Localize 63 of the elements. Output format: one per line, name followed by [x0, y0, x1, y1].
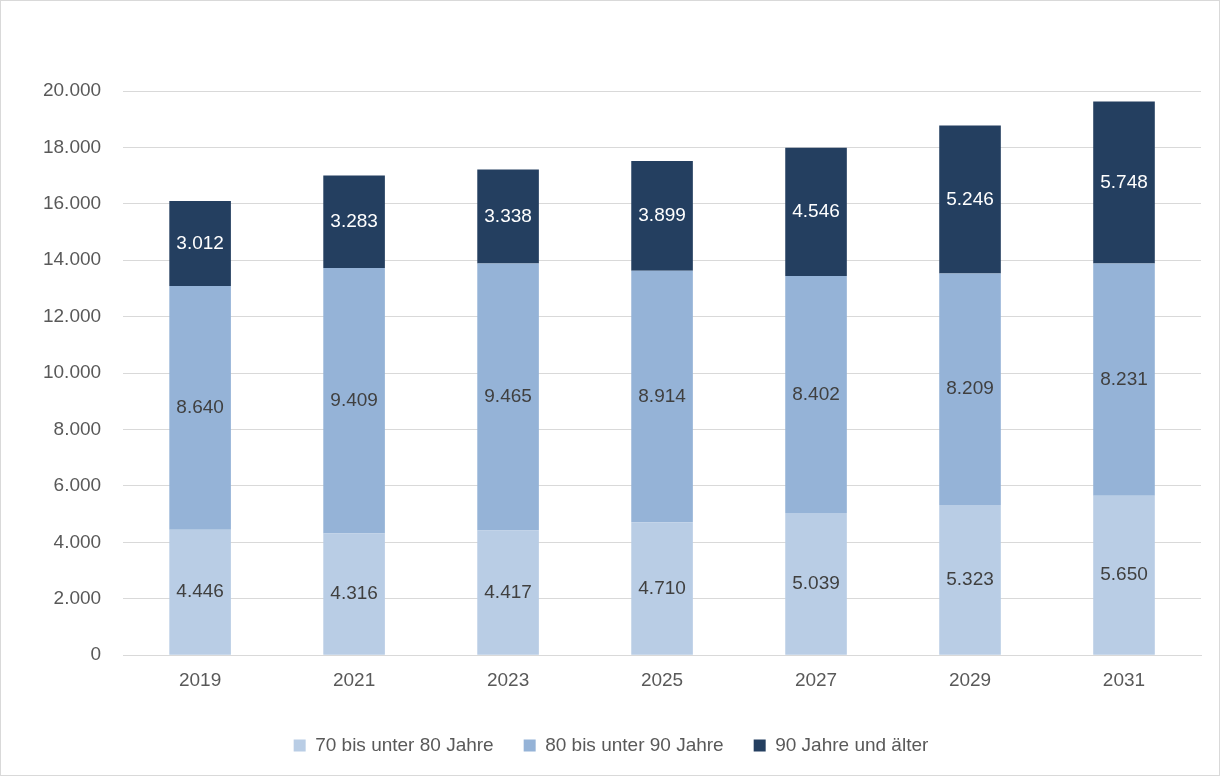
y-tick-label: 2.000	[53, 587, 102, 609]
bar	[1093, 495, 1155, 655]
data-label: 9.465	[484, 385, 532, 407]
bar	[939, 273, 1001, 506]
bar	[477, 263, 539, 531]
data-label: 3.338	[484, 204, 532, 226]
bar	[323, 268, 385, 534]
y-tick-label: 6.000	[53, 474, 102, 496]
x-tick-label: 2023	[486, 668, 530, 690]
data-label: 5.039	[792, 572, 840, 594]
bar	[631, 270, 693, 523]
data-label: 4.446	[176, 580, 224, 602]
legend-label: 70 bis unter 80 Jahre	[315, 733, 494, 755]
bar	[477, 530, 539, 655]
y-tick-label: 12.000	[42, 304, 102, 326]
x-tick-label: 2027	[794, 668, 838, 690]
legend-label: 90 Jahre und älter	[775, 733, 930, 755]
bar	[785, 513, 847, 655]
bar	[169, 286, 231, 530]
y-tick-label: 20.000	[42, 79, 102, 101]
x-tick-label: 2021	[332, 668, 376, 690]
bar	[169, 529, 231, 655]
bar	[323, 533, 385, 655]
bar	[939, 125, 1001, 274]
bar	[631, 522, 693, 655]
data-label: 8.231	[1100, 367, 1148, 389]
x-tick-label: 2019	[178, 668, 222, 690]
bar	[477, 169, 539, 264]
y-tick-label: 4.000	[53, 530, 102, 552]
bar	[785, 147, 847, 277]
data-label: 4.710	[638, 576, 686, 598]
bar	[939, 505, 1001, 655]
data-label: 3.283	[330, 209, 378, 231]
data-label: 4.316	[330, 582, 378, 604]
data-label: 8.914	[638, 384, 687, 406]
data-label: 8.209	[946, 377, 994, 399]
y-tick-label: 16.000	[42, 192, 102, 214]
bar	[1093, 263, 1155, 496]
y-tick-label: 14.000	[42, 248, 102, 270]
data-label: 5.650	[1100, 563, 1148, 585]
y-tick-label: 18.000	[42, 135, 102, 157]
data-label: 5.246	[946, 187, 994, 209]
data-label: 4.417	[484, 580, 532, 602]
data-label: 8.640	[176, 396, 224, 418]
bar	[1093, 101, 1155, 264]
x-tick-label: 2029	[948, 668, 992, 690]
y-tick-label: 8.000	[53, 417, 102, 439]
x-tick-label: 2025	[640, 668, 684, 690]
data-label: 5.748	[1100, 170, 1148, 192]
data-label: 9.409	[330, 388, 378, 410]
bar	[631, 160, 693, 271]
x-tick-label: 2031	[1102, 668, 1146, 690]
bar	[323, 175, 385, 269]
y-tick-label: 0	[90, 643, 102, 665]
data-label: 8.402	[792, 382, 840, 404]
data-label: 5.323	[946, 568, 994, 590]
bar	[169, 201, 231, 287]
legend-label: 80 bis unter 90 Jahre	[545, 733, 724, 755]
data-label: 3.899	[638, 204, 686, 226]
data-label: 4.546	[792, 200, 840, 222]
data-label: 3.012	[176, 231, 224, 253]
y-tick-label: 10.000	[42, 361, 102, 383]
bar	[785, 276, 847, 514]
